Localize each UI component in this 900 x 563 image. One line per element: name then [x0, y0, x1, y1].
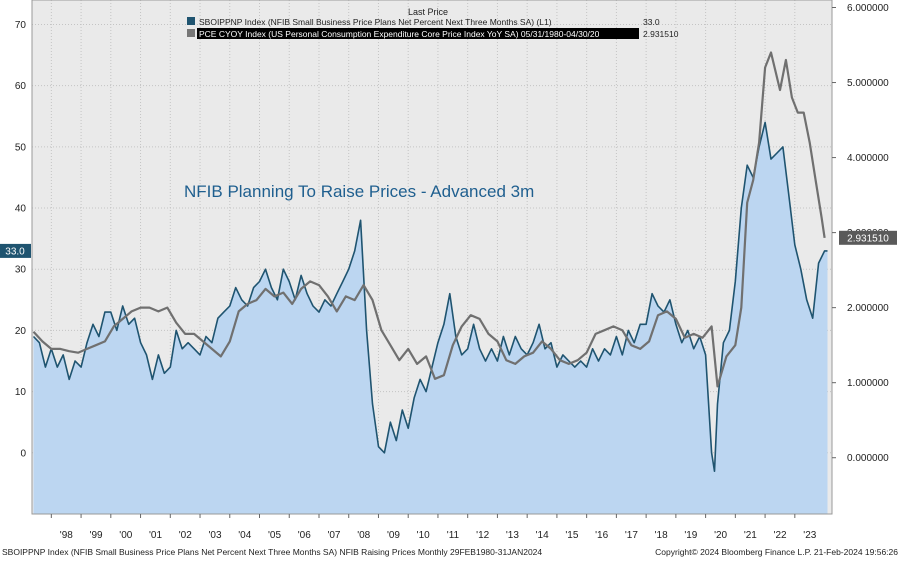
left-axis-tick-label: 60 [15, 81, 27, 92]
legend-label-pce-highlight [197, 28, 639, 39]
x-axis-tick-label: '20 [714, 530, 727, 541]
legend-swatch-pce [187, 29, 195, 37]
left-axis-tick-label: 70 [15, 20, 27, 31]
x-axis-tick-label: '06 [298, 530, 311, 541]
footer-copyright: Copyright© 2024 Bloomberg Finance L.P. 2… [655, 547, 898, 557]
x-axis-tick-label: '10 [417, 530, 430, 541]
x-axis-tick-label: '11 [447, 530, 460, 541]
right-last-value-badge: 2.931510 [839, 230, 897, 245]
x-axis-tick-label: '02 [179, 530, 192, 541]
legend-value-pce: 2.931510 [643, 29, 679, 39]
x-axis-tick-label: '12 [476, 530, 489, 541]
footer-source: SBOIPPNP Index (NFIB Small Business Pric… [2, 547, 542, 557]
right-axis-tick-label: 1.000000 [847, 378, 889, 389]
left-axis-tick-label: 40 [15, 204, 27, 215]
x-axis-tick-label: '22 [774, 530, 787, 541]
chart-title: NFIB Planning To Raise Prices - Advanced… [184, 182, 534, 201]
right-axis-tick-label: 4.000000 [847, 153, 889, 164]
left-axis: 0 10 20 30 40 50 60 70 [15, 20, 27, 459]
left-axis-tick-label: 0 [20, 448, 26, 459]
left-last-value: 33.0 [5, 246, 25, 257]
x-axis-tick-label: '08 [357, 530, 370, 541]
legend-swatch-nfib [187, 17, 195, 25]
x-axis-tick-label: '07 [327, 530, 340, 541]
left-axis-tick-label: 50 [15, 142, 27, 153]
x-axis-tick-label: '99 [90, 530, 103, 541]
series-line-nfib [32, 121, 828, 472]
right-axis-tick-label: 0.000000 [847, 453, 889, 464]
x-axis-tick-label: '23 [803, 530, 816, 541]
right-last-value: 2.931510 [847, 233, 889, 244]
legend: Last Price SBOIPPNP Index (NFIB Small Bu… [187, 7, 679, 39]
left-axis-tick-label: 10 [15, 387, 27, 398]
x-axis-tick-label: '16 [595, 530, 608, 541]
right-axis-tick-label: 5.000000 [847, 78, 889, 89]
x-axis-tick-label: '03 [209, 530, 222, 541]
x-axis-tick-label: '05 [268, 530, 281, 541]
x-axis-tick-label: '01 [149, 530, 162, 541]
x-axis-tick-label: '09 [387, 530, 400, 541]
x-axis-tick-label: '98 [60, 530, 73, 541]
x-axis-tick-label: '18 [655, 530, 668, 541]
x-axis-tick-label: '19 [684, 530, 697, 541]
right-axis-tick-label: 2.000000 [847, 303, 889, 314]
right-axis-tick-label: 6.000000 [847, 3, 889, 14]
x-axis-tick-label: '21 [744, 530, 757, 541]
series-layer [32, 51, 828, 515]
x-axis-tick-label: '04 [238, 530, 251, 541]
x-axis-tick-label: '13 [506, 530, 519, 541]
left-axis-tick-label: 20 [15, 326, 27, 337]
series-area-nfib [33, 122, 828, 515]
plot-frame [31, 0, 833, 515]
left-axis-tick-label: 30 [15, 265, 27, 276]
legend-value-nfib: 33.0 [643, 17, 660, 27]
x-axis-tick-label: '00 [119, 530, 132, 541]
left-last-value-badge: 33.0 [0, 243, 31, 258]
legend-header: Last Price [408, 7, 448, 17]
legend-label-nfib: SBOIPPNP Index (NFIB Small Business Pric… [199, 17, 552, 27]
x-axis: '98 '99 '00 '01 '02 '03 '04 '05 '06 '07 '08 '09 '10 '… [50, 514, 817, 541]
x-axis-tick-label: '17 [625, 530, 638, 541]
x-axis-tick-label: '14 [536, 530, 549, 541]
x-axis-tick-label: '15 [565, 530, 578, 541]
legend-label-pce: PCE CYOY Index (US Personal Consumption … [199, 29, 600, 39]
series-line-pce [32, 51, 826, 388]
